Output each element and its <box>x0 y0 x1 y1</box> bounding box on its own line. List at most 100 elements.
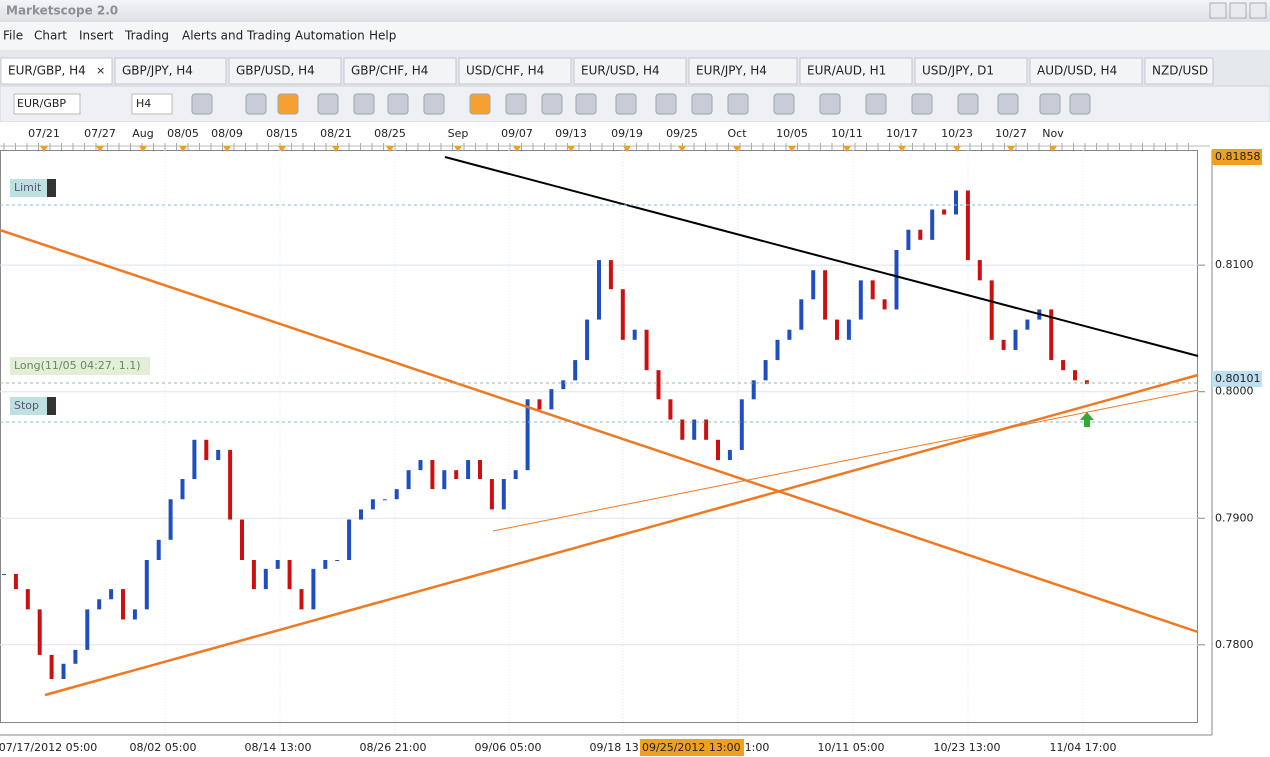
bottom-date-label: 1:00 <box>745 741 770 754</box>
toolbar-button[interactable] <box>655 93 677 115</box>
toolbar-button[interactable] <box>277 93 299 115</box>
symbol-select[interactable] <box>13 93 81 115</box>
tab[interactable] <box>1029 57 1143 85</box>
toolbar-button[interactable] <box>387 93 409 115</box>
plot-area <box>0 150 1198 723</box>
tab[interactable] <box>343 57 457 85</box>
candle <box>716 439 720 461</box>
close-button[interactable] <box>1249 2 1267 19</box>
toolbar-button[interactable] <box>727 93 749 115</box>
tab[interactable] <box>914 57 1028 85</box>
candle <box>846 319 851 340</box>
top-date-label: 08/09 <box>211 127 243 140</box>
toolbar-button[interactable] <box>353 93 375 115</box>
top-date-label: 08/05 <box>167 127 199 140</box>
menu-item[interactable]: Chart <box>34 29 67 43</box>
toolbar-button[interactable] <box>317 93 339 115</box>
restore-button[interactable] <box>1229 2 1247 19</box>
toolbar-button[interactable] <box>911 93 933 115</box>
tab[interactable] <box>799 57 913 85</box>
candle <box>751 380 756 400</box>
tab[interactable] <box>458 57 572 85</box>
position-box[interactable] <box>10 357 150 375</box>
candle <box>823 270 828 320</box>
stop-box[interactable] <box>10 397 48 415</box>
candle <box>156 539 161 561</box>
candle <box>287 560 292 590</box>
candle <box>1061 360 1066 371</box>
candle <box>121 589 125 620</box>
menu-item[interactable]: Help <box>369 29 396 43</box>
buy-arrow <box>1080 412 1094 427</box>
limit-handle[interactable] <box>47 179 56 197</box>
toolbar-button[interactable] <box>423 93 445 115</box>
candle <box>597 260 601 320</box>
menu-item[interactable]: File <box>3 29 23 43</box>
symbol-text: EUR/GBP <box>17 97 66 110</box>
tab-label: NZD/USD <box>1152 64 1208 78</box>
trend-line[interactable] <box>0 228 1199 634</box>
tab-label: AUD/USD, H4 <box>1037 64 1117 78</box>
toolbar-button[interactable] <box>575 93 597 115</box>
toolbar-button[interactable] <box>505 93 527 115</box>
top-date-label: 07/21 <box>28 127 60 140</box>
window-title: Marketscope 2.0 <box>6 4 118 18</box>
timeframe-select[interactable] <box>131 93 173 115</box>
candle <box>894 249 899 310</box>
candle <box>608 260 613 290</box>
candle <box>989 280 994 340</box>
tab-label: EUR/AUD, H1 <box>807 64 886 78</box>
candle <box>442 470 447 490</box>
toolbar-button[interactable] <box>615 93 637 115</box>
toolbar-button[interactable] <box>541 93 563 115</box>
ruler-marker <box>567 146 575 152</box>
toolbar-button[interactable] <box>245 93 267 115</box>
ruler-marker <box>223 146 231 152</box>
toolbar-button[interactable] <box>469 93 491 115</box>
top-date-label: Nov <box>1042 127 1064 140</box>
candle <box>25 589 30 610</box>
candle <box>347 519 352 561</box>
minimize-button[interactable] <box>1209 2 1227 19</box>
menu-item[interactable]: Insert <box>79 29 114 43</box>
trend-line[interactable] <box>444 156 1199 357</box>
tab[interactable] <box>228 57 342 85</box>
limit-label: Limit <box>14 181 42 194</box>
ruler-marker <box>843 146 851 152</box>
tab-close[interactable]: × <box>96 64 105 77</box>
stop-handle[interactable] <box>47 397 56 415</box>
toolbar-button[interactable] <box>1039 93 1061 115</box>
candle <box>275 560 280 569</box>
top-date-label: Aug <box>132 127 153 140</box>
candle <box>359 509 363 520</box>
toolbar-button[interactable] <box>191 93 213 115</box>
toolbar-button[interactable] <box>819 93 841 115</box>
candle <box>466 460 471 480</box>
tab[interactable] <box>114 57 227 85</box>
bottom-date-label: 11/04 17:00 <box>1050 741 1117 754</box>
top-date-label: 10/05 <box>776 127 808 140</box>
menu-item[interactable]: Trading <box>124 29 169 43</box>
tab[interactable] <box>1144 57 1214 85</box>
candle <box>930 209 935 240</box>
tab[interactable] <box>573 57 687 85</box>
trend-lines <box>0 156 1199 697</box>
menu-item[interactable]: Alerts and Trading Automation <box>182 29 365 43</box>
tab[interactable] <box>688 57 798 85</box>
toolbar-button[interactable] <box>865 93 887 115</box>
limit-box[interactable] <box>10 179 48 197</box>
candle <box>97 599 102 610</box>
candle <box>168 499 173 540</box>
toolbar-button[interactable] <box>1069 93 1091 115</box>
toolbar-button[interactable] <box>773 93 795 115</box>
toolbar-button[interactable] <box>691 93 713 115</box>
tab-label: GBP/JPY, H4 <box>122 64 193 78</box>
current-price-label: 0.80101 <box>1215 372 1261 385</box>
trend-line[interactable] <box>492 389 1199 532</box>
top-date-label: 07/27 <box>84 127 116 140</box>
title-bar <box>0 0 1270 22</box>
toolbar-button[interactable] <box>997 93 1019 115</box>
top-date-label: 10/27 <box>995 127 1027 140</box>
tab[interactable] <box>0 57 113 85</box>
toolbar-button[interactable] <box>957 93 979 115</box>
